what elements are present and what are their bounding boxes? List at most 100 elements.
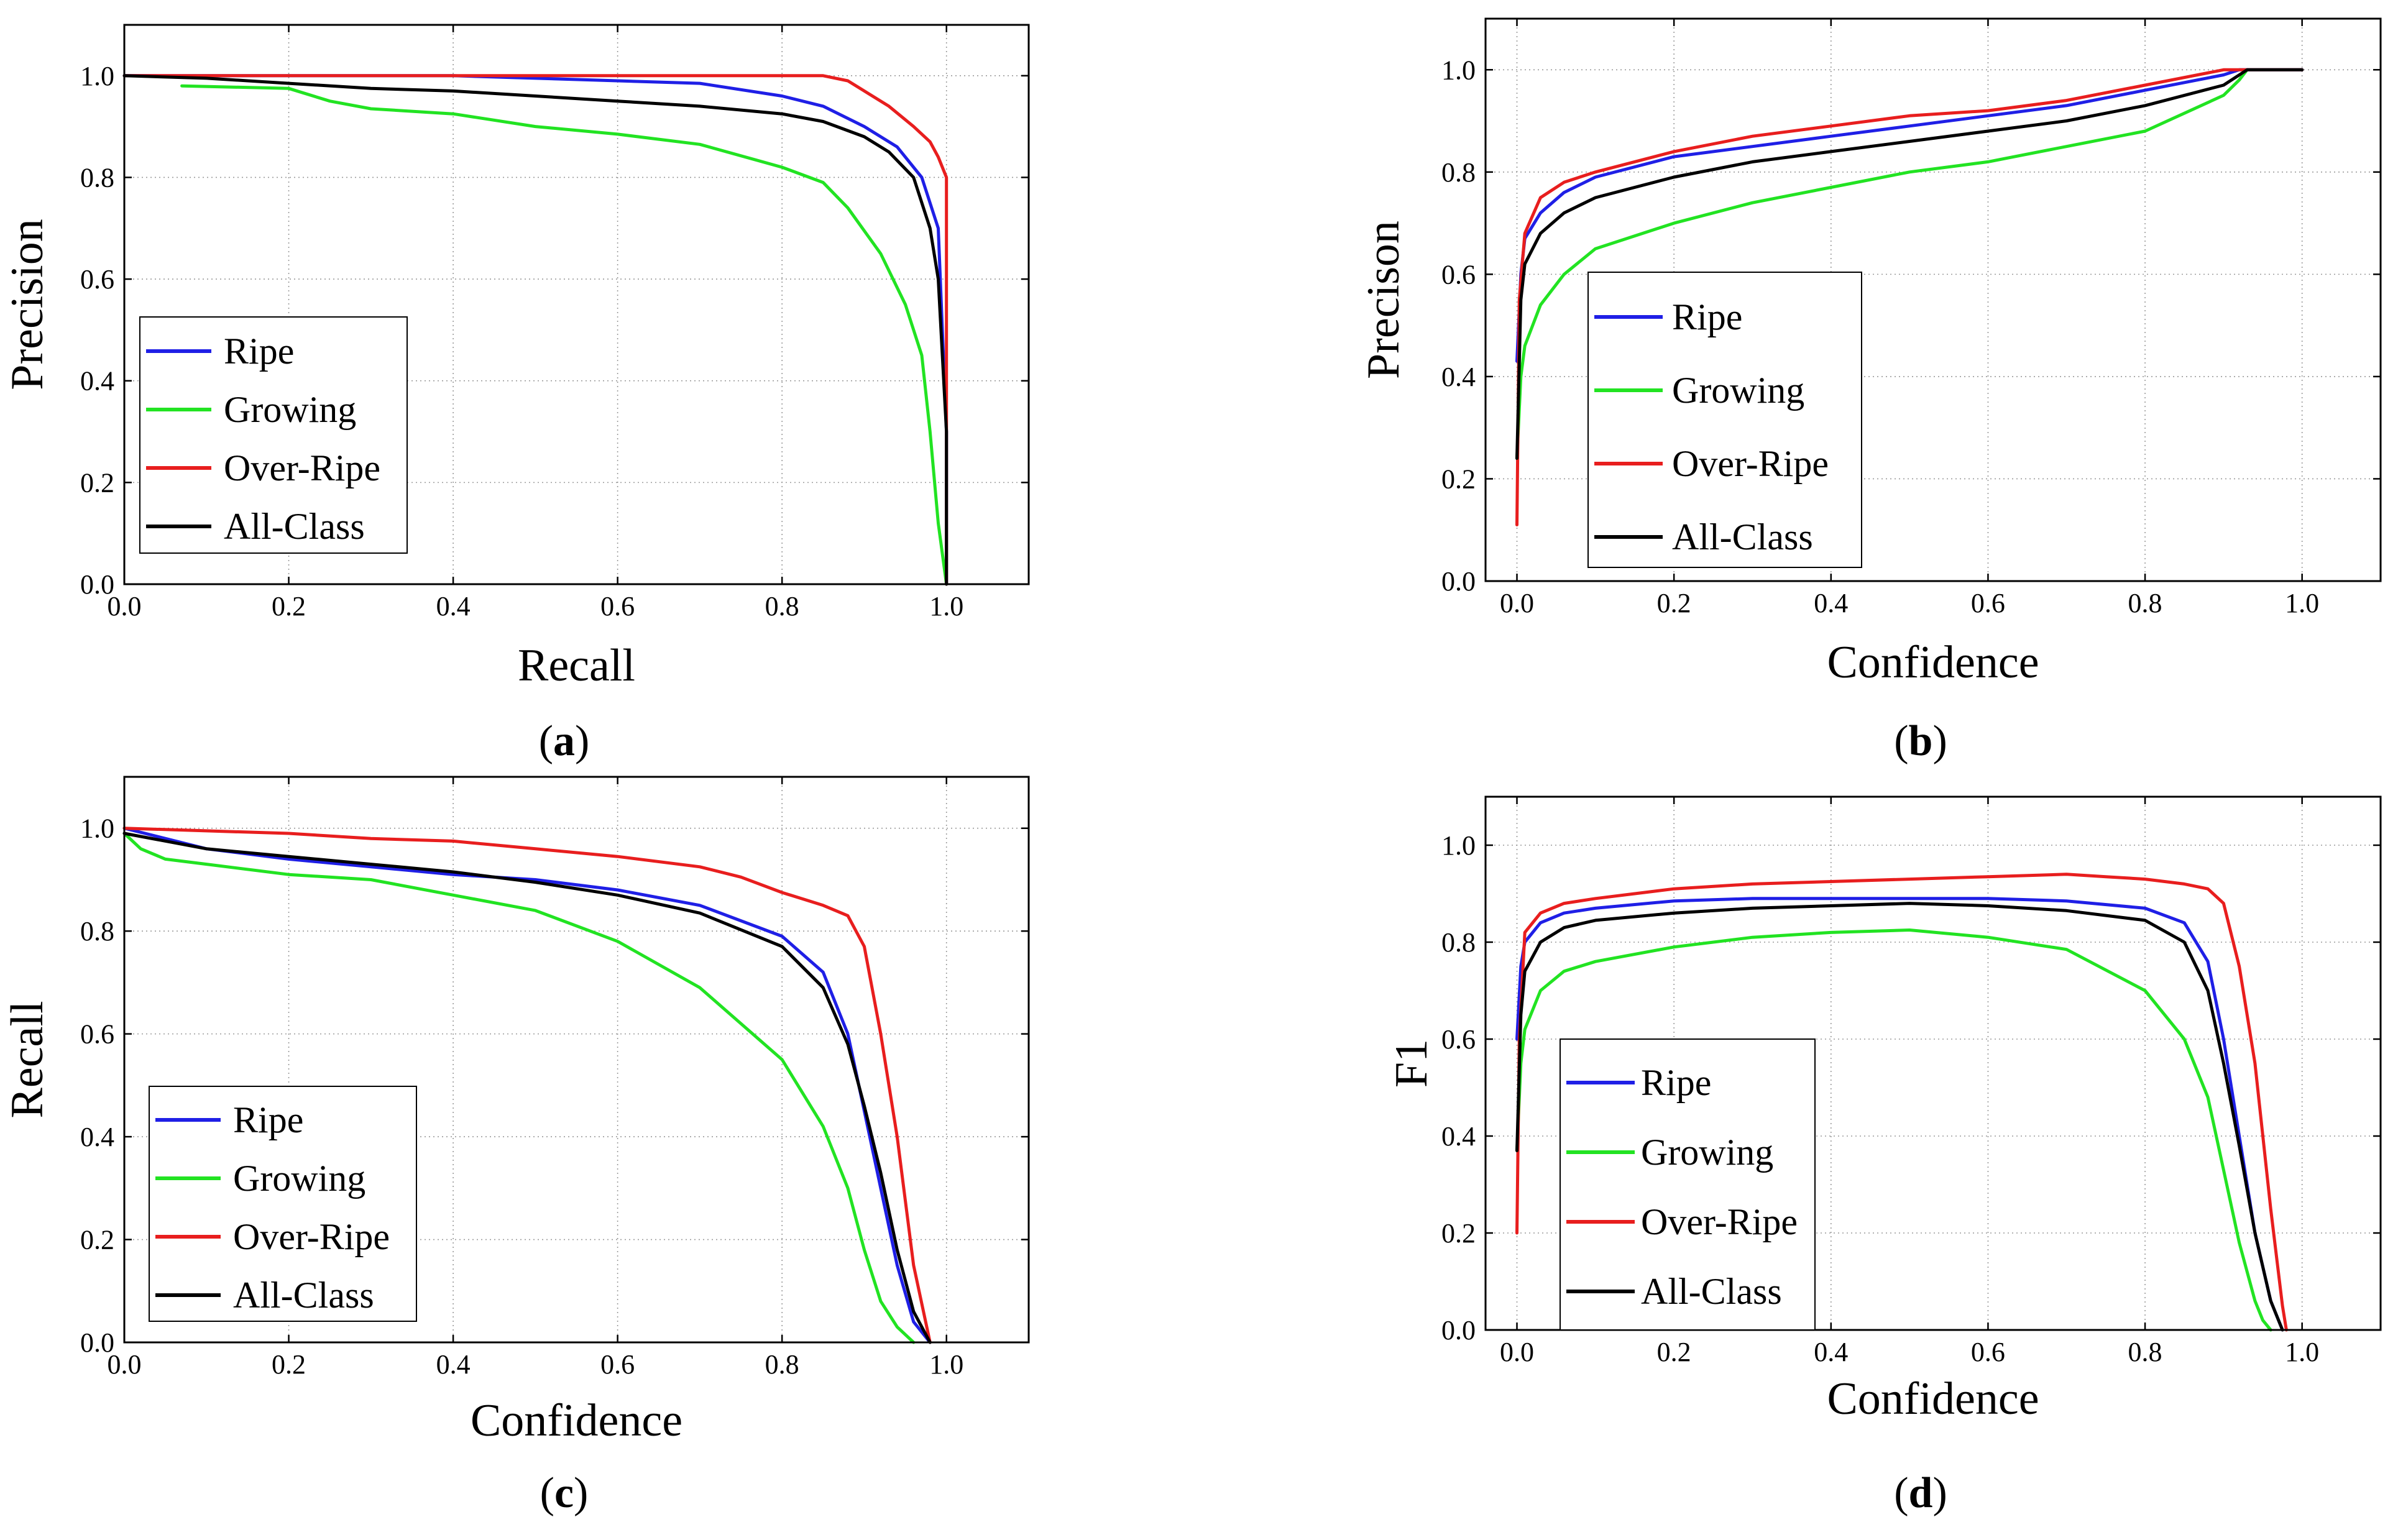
y-tick-label: 0.2 <box>1441 464 1476 494</box>
x-tick-label: 0.4 <box>436 1349 471 1380</box>
y-tick-label: 0.8 <box>80 162 114 193</box>
series-line-all-class <box>1515 68 2304 460</box>
y-tick-label: 0.2 <box>1441 1218 1476 1249</box>
y-tick-label: 0.4 <box>80 1122 114 1152</box>
y-tick-label: 1.0 <box>80 814 114 844</box>
legend-label: All-Class <box>1641 1271 1782 1312</box>
y-tick-label: 0.8 <box>1441 157 1476 188</box>
series-line-over-ripe <box>1515 873 2288 1332</box>
x-tick-label: 0.6 <box>600 591 635 621</box>
x-tick-label: 0.6 <box>1971 588 2005 618</box>
plot-frame <box>1484 795 2382 1331</box>
series-line-all-class <box>122 832 932 1344</box>
legend: Ripe Growing Over-Ripe All-Class <box>1560 1038 1816 1331</box>
x-tick-label: 0.8 <box>2128 1337 2162 1367</box>
x-tick-label: 0.4 <box>1814 588 1848 618</box>
x-tick-label: 0.2 <box>1657 588 1691 618</box>
legend-label: Over-Ripe <box>224 447 380 488</box>
chart-c: 0.0 0.2 0.4 0.6 0.8 1.0 0.0 0.2 0.4 0.6 0.8 1.0 Conf… <box>2 776 1030 1517</box>
x-tick-label: 0.6 <box>600 1349 635 1380</box>
series-line-ripe <box>122 827 932 1344</box>
x-tick-label: 0.8 <box>2128 588 2162 618</box>
x-tick-label: 0.0 <box>108 1349 142 1380</box>
y-tick-label: 1.0 <box>80 61 114 91</box>
x-axis-label: Recall <box>518 640 635 691</box>
x-tick-label: 1.0 <box>929 1349 963 1380</box>
y-axis-label: F1 <box>1386 1039 1437 1088</box>
y-tick-label: 0.8 <box>1441 927 1476 958</box>
x-axis-label: Confidence <box>1827 1373 2039 1424</box>
y-axis-label: Recall <box>2 1001 53 1118</box>
panel-caption: (a) <box>539 717 590 765</box>
x-tick-label: 0.0 <box>108 591 142 621</box>
legend-box <box>149 1086 417 1322</box>
series-line-over-ripe <box>122 827 932 1344</box>
series-line-over-ripe <box>122 74 949 586</box>
legend-label: All-Class <box>224 506 365 547</box>
legend: Ripe Growing Over-Ripe All-Class <box>1587 272 1862 568</box>
y-tick-label: 0.0 <box>80 1327 114 1358</box>
x-tick-label: 0.2 <box>1657 1337 1691 1367</box>
chart-d: 0.0 0.2 0.4 0.6 0.8 1.0 0.0 0.2 0.4 0.6 0.8 1.0 Conf… <box>1386 795 2382 1517</box>
x-tick-label: 1.0 <box>2285 1337 2319 1367</box>
legend-label: Growing <box>233 1158 365 1199</box>
legend-label: Ripe <box>1641 1062 1711 1103</box>
y-tick-label: 0.0 <box>1441 566 1476 597</box>
x-tick-label: 0.0 <box>1500 1337 1534 1367</box>
legend: Ripe Growing Over-Ripe All-Class <box>139 316 408 554</box>
legend-label: All-Class <box>233 1275 374 1316</box>
y-tick-label: 1.0 <box>1441 55 1476 85</box>
legend-box <box>1560 1038 1816 1331</box>
x-tick-label: 0.2 <box>272 591 306 621</box>
y-tick-label: 0.4 <box>1441 362 1476 392</box>
series-line-growing <box>122 832 916 1344</box>
series-line-growing <box>1515 928 2272 1332</box>
legend-label: Growing <box>1672 370 1804 411</box>
chart-b: 0.0 0.2 0.4 0.6 0.8 1.0 0.0 0.2 0.4 0.6 0.8 1.0 Conf… <box>1358 17 2382 765</box>
legend-label: Growing <box>224 389 356 430</box>
x-tick-label: 0.6 <box>1971 1337 2005 1367</box>
panel-caption: (b) <box>1894 717 1947 765</box>
plot-frame <box>1484 17 2382 582</box>
series-line-all-class <box>122 74 949 586</box>
legend-label: Over-Ripe <box>233 1216 390 1257</box>
y-tick-label: 0.4 <box>1441 1121 1476 1152</box>
legend-label: Ripe <box>233 1099 303 1140</box>
series-line-all-class <box>1515 902 2284 1332</box>
x-axis-label: Confidence <box>1827 637 2039 688</box>
plot-frame <box>123 24 1030 585</box>
legend-label: Over-Ripe <box>1672 443 1829 484</box>
legend-label: All-Class <box>1672 516 1813 557</box>
y-tick-label: 0.6 <box>1441 1024 1476 1055</box>
y-axis-label: Precision <box>2 219 53 390</box>
y-tick-label: 0.6 <box>80 1019 114 1050</box>
legend-box <box>1587 272 1862 568</box>
series-line-growing <box>1515 68 2249 460</box>
y-tick-label: 0.6 <box>1441 259 1476 290</box>
x-tick-label: 0.8 <box>765 1349 799 1380</box>
y-tick-label: 0.8 <box>80 916 114 946</box>
y-tick-label: 0.6 <box>80 264 114 295</box>
legend-box <box>139 316 408 554</box>
x-tick-label: 0.4 <box>1814 1337 1848 1367</box>
y-tick-label: 0.2 <box>80 1225 114 1255</box>
y-tick-label: 0.4 <box>80 366 114 396</box>
panel-caption: (c) <box>540 1469 589 1517</box>
y-tick-label: 0.0 <box>80 569 114 600</box>
x-tick-label: 0.4 <box>436 591 471 621</box>
series-line-over-ripe <box>1515 68 2304 526</box>
x-axis-label: Confidence <box>471 1395 682 1446</box>
series-line-growing <box>180 84 949 586</box>
legend-label: Growing <box>1641 1132 1773 1173</box>
x-tick-label: 0.0 <box>1500 588 1534 618</box>
x-tick-label: 1.0 <box>929 591 963 621</box>
series-line-ripe <box>1515 68 2304 363</box>
y-axis-label: Precison <box>1358 221 1409 379</box>
x-tick-label: 0.2 <box>272 1349 306 1380</box>
y-tick-label: 0.0 <box>1441 1315 1476 1345</box>
legend-label: Ripe <box>1672 296 1742 337</box>
legend: Ripe Growing Over-Ripe All-Class <box>149 1086 417 1322</box>
legend-label: Ripe <box>224 331 294 372</box>
panel-caption: (d) <box>1894 1469 1947 1517</box>
